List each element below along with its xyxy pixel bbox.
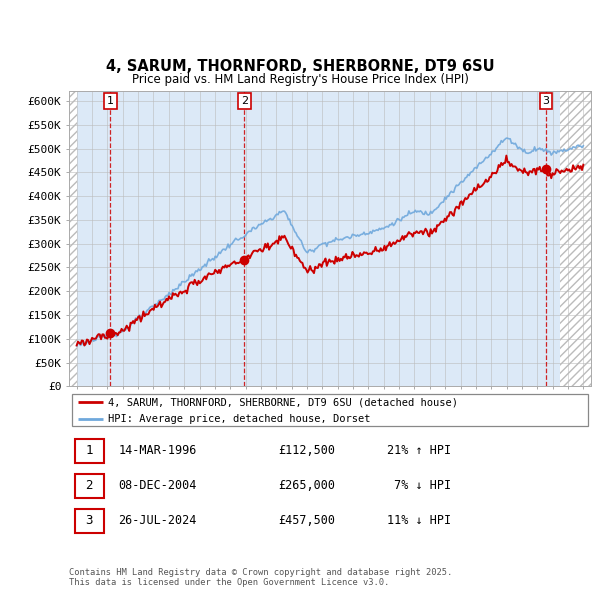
Text: HPI: Average price, detached house, Dorset: HPI: Average price, detached house, Dors… xyxy=(108,414,371,424)
FancyBboxPatch shape xyxy=(71,394,589,427)
Text: 3: 3 xyxy=(86,514,93,527)
Bar xyxy=(560,91,591,386)
Text: 3: 3 xyxy=(542,96,550,106)
FancyBboxPatch shape xyxy=(75,440,104,463)
Text: 14-MAR-1996: 14-MAR-1996 xyxy=(119,444,197,457)
Text: Contains HM Land Registry data © Crown copyright and database right 2025.
This d: Contains HM Land Registry data © Crown c… xyxy=(69,568,452,587)
Bar xyxy=(69,91,77,386)
Bar xyxy=(560,91,591,386)
FancyBboxPatch shape xyxy=(75,509,104,533)
Text: £112,500: £112,500 xyxy=(278,444,335,457)
Text: 1: 1 xyxy=(86,444,93,457)
Text: 2: 2 xyxy=(241,96,248,106)
FancyBboxPatch shape xyxy=(75,474,104,498)
Text: £457,500: £457,500 xyxy=(278,514,335,527)
Bar xyxy=(69,91,77,386)
Text: 21% ↑ HPI: 21% ↑ HPI xyxy=(388,444,452,457)
Text: Price paid vs. HM Land Registry's House Price Index (HPI): Price paid vs. HM Land Registry's House … xyxy=(131,73,469,86)
Text: 1: 1 xyxy=(107,96,114,106)
Text: 11% ↓ HPI: 11% ↓ HPI xyxy=(388,514,452,527)
Text: 7% ↓ HPI: 7% ↓ HPI xyxy=(388,478,452,492)
Text: 2: 2 xyxy=(86,478,93,492)
Text: 08-DEC-2004: 08-DEC-2004 xyxy=(119,478,197,492)
Text: 4, SARUM, THORNFORD, SHERBORNE, DT9 6SU: 4, SARUM, THORNFORD, SHERBORNE, DT9 6SU xyxy=(106,59,494,74)
Text: 26-JUL-2024: 26-JUL-2024 xyxy=(119,514,197,527)
Text: £265,000: £265,000 xyxy=(278,478,335,492)
Text: 4, SARUM, THORNFORD, SHERBORNE, DT9 6SU (detached house): 4, SARUM, THORNFORD, SHERBORNE, DT9 6SU … xyxy=(108,397,458,407)
